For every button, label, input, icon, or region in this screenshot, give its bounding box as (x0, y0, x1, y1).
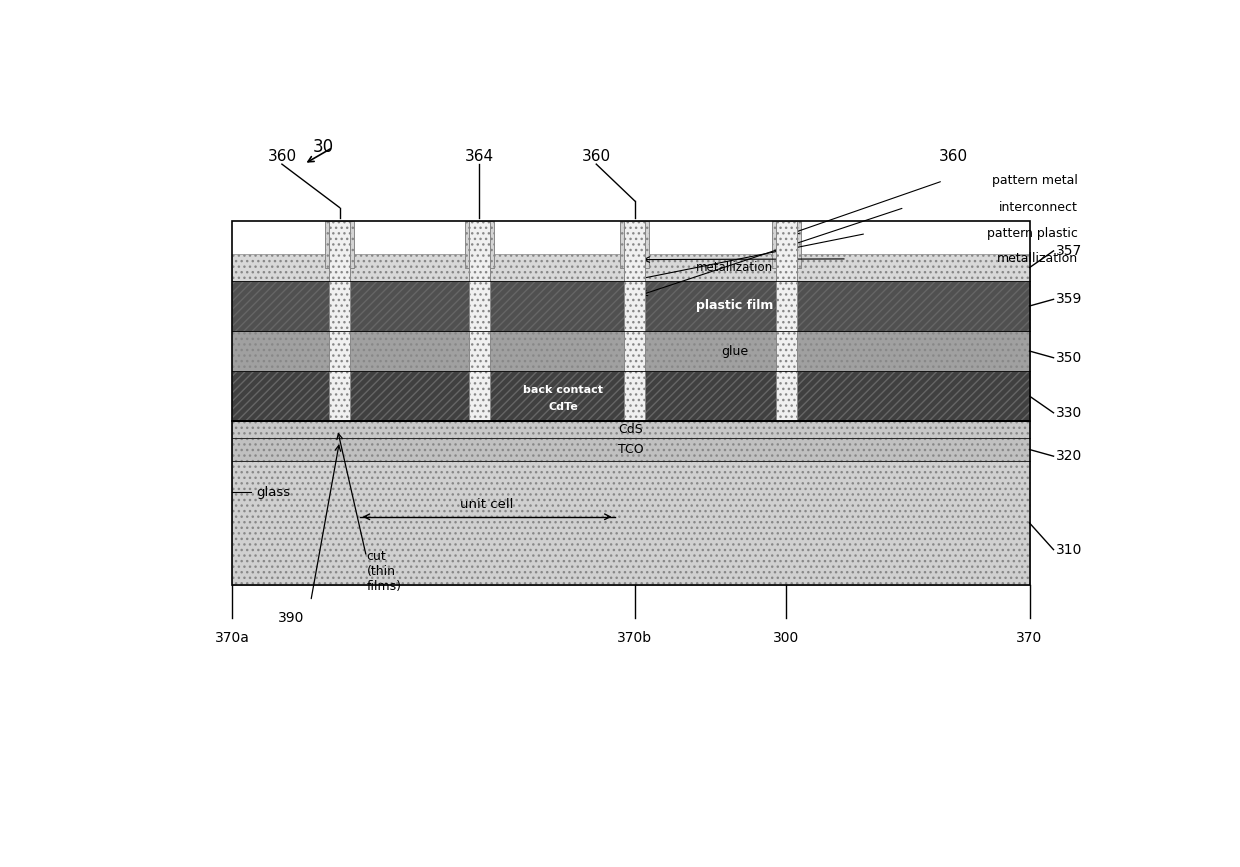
Text: 390: 390 (278, 611, 305, 625)
Bar (620, 221, 649, 268)
Bar (645, 254, 776, 281)
Text: 359: 359 (1056, 292, 1083, 306)
Text: back contact: back contact (523, 385, 603, 395)
Bar (797, 371, 1029, 421)
Text: 310: 310 (1056, 543, 1083, 557)
Bar (232, 461, 1029, 584)
Bar (232, 281, 329, 331)
Text: TCO: TCO (618, 443, 644, 456)
Bar (232, 331, 329, 371)
Bar (797, 281, 1029, 331)
Text: 30: 30 (312, 139, 334, 156)
Text: metallization: metallization (997, 252, 1078, 265)
Bar (797, 331, 1029, 371)
Text: glue: glue (720, 344, 748, 357)
Text: 357: 357 (1056, 244, 1083, 257)
Bar (624, 221, 645, 421)
Text: interconnect: interconnect (998, 201, 1078, 214)
Text: 364: 364 (465, 149, 494, 164)
Bar (329, 221, 350, 421)
Text: 360: 360 (939, 149, 968, 164)
Text: pattern metal: pattern metal (992, 174, 1078, 187)
Bar (232, 221, 1029, 421)
Bar (325, 221, 353, 268)
Bar (490, 254, 624, 281)
Bar (350, 371, 469, 421)
Bar (490, 371, 624, 421)
Bar (350, 281, 469, 331)
Bar (232, 438, 1029, 461)
Text: metallization: metallization (696, 261, 773, 274)
Bar (771, 221, 801, 268)
Bar (645, 281, 776, 331)
Text: CdS: CdS (619, 423, 644, 436)
Bar (350, 254, 469, 281)
Text: cut
(thin
films): cut (thin films) (367, 551, 402, 593)
Text: 300: 300 (773, 631, 800, 645)
Text: plastic film: plastic film (696, 299, 773, 312)
Bar (232, 421, 1029, 438)
Bar (797, 254, 1029, 281)
Text: pattern plastic: pattern plastic (987, 227, 1078, 240)
Bar (232, 421, 1029, 584)
Bar (645, 371, 776, 421)
Bar (645, 331, 776, 371)
Text: CdTe: CdTe (548, 402, 578, 412)
Bar (490, 331, 624, 371)
Bar (232, 371, 329, 421)
Text: 330: 330 (1056, 406, 1083, 420)
Text: 370a: 370a (215, 631, 249, 645)
Text: 370: 370 (1017, 631, 1043, 645)
Text: 350: 350 (1056, 351, 1083, 365)
Bar (776, 221, 797, 421)
Bar (469, 221, 490, 421)
Text: 360: 360 (582, 149, 611, 164)
Bar (490, 281, 624, 331)
Text: 370b: 370b (618, 631, 652, 645)
Text: unit cell: unit cell (460, 499, 513, 512)
Bar (350, 331, 469, 371)
Text: glass: glass (255, 486, 290, 499)
Bar (465, 221, 494, 268)
Text: 360: 360 (268, 149, 296, 164)
Text: 320: 320 (1056, 449, 1083, 463)
Bar (232, 254, 329, 281)
